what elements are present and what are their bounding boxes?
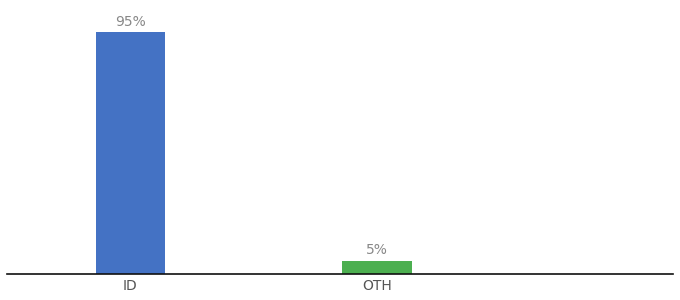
Text: 5%: 5% (366, 243, 388, 257)
Bar (343, 261, 411, 274)
Bar (96, 32, 165, 274)
Text: 95%: 95% (115, 14, 146, 28)
